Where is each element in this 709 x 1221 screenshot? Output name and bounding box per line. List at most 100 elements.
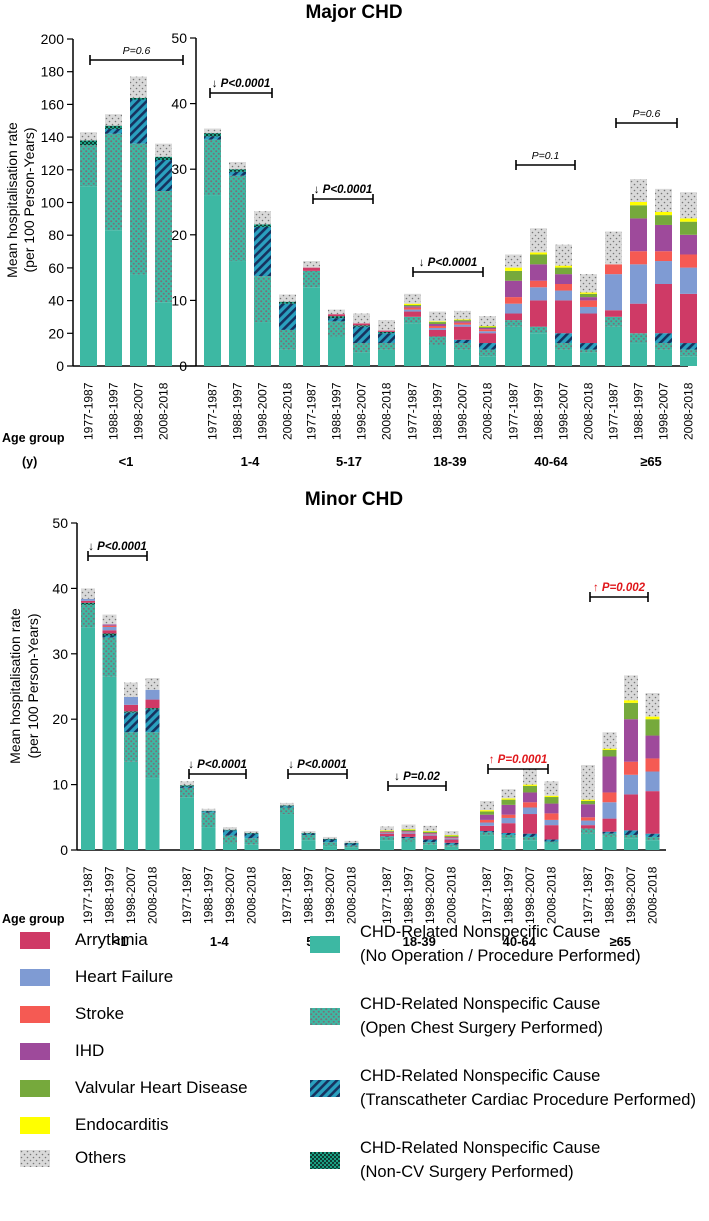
- minor-bar-3-1-heart_failure: [401, 832, 416, 834]
- minor-bar-5-1-open_chest: [602, 833, 617, 837]
- minor-bar-4-3-arrhythmia: [544, 825, 559, 840]
- major-bar-0-2-no_op: [130, 274, 147, 366]
- major-period-label: 1977-1987: [607, 382, 621, 440]
- minor-bar-1-2-no_op: [223, 843, 237, 850]
- minor-p-5-bracket: [487, 764, 549, 774]
- legend-noncv-line1: CHD-Related Nonspecific Cause: [360, 1139, 601, 1157]
- minor-y-tick-label: 40: [52, 580, 68, 596]
- major-bar-1-0-no_op: [204, 195, 221, 366]
- minor-bar-4-3-valvular: [544, 797, 559, 804]
- major-bar-5-3-heart_failure: [680, 267, 697, 294]
- legend-item-ihd: IHD: [20, 1041, 104, 1061]
- minor-bar-3-3-transcath: [444, 842, 459, 845]
- major-bar-4-1-ihd: [530, 264, 547, 281]
- minor-bar-2-3-transcath: [344, 843, 359, 846]
- major-y-tick-label-1: 200: [41, 31, 65, 47]
- minor-bar-0-3-no_op: [145, 778, 160, 850]
- legend-open-chest-line1: CHD-Related Nonspecific Cause: [360, 995, 601, 1013]
- major-period-label: 1977-1987: [406, 382, 420, 440]
- minor-y-axis-label-line2: (per 100 Person-Years): [25, 613, 41, 758]
- major-bar-3-2-open_chest: [454, 343, 471, 350]
- major-period-label: 1977-1987: [305, 382, 319, 440]
- minor-period-label: 2008-2018: [146, 866, 160, 924]
- major-bar-5-3-endocarditis: [680, 218, 697, 222]
- minor-bar-3-0-transcath: [380, 836, 394, 837]
- minor-bar-4-0-open_chest: [480, 832, 494, 836]
- major-bar-1-0-open_chest: [204, 139, 221, 196]
- major-period-label: 1977-1987: [206, 382, 220, 440]
- minor-bar-3-2-transcath: [423, 839, 437, 843]
- minor-bar-5-3-ihd: [645, 735, 660, 759]
- minor-bar-4-3-heart_failure: [544, 819, 559, 826]
- legend-transcath-line1: CHD-Related Nonspecific Cause: [360, 1067, 601, 1085]
- major-bar-4-0-endocarditis: [505, 267, 522, 271]
- minor-bar-0-0-noncv: [81, 602, 95, 605]
- major-bar-2-2-no_op: [353, 352, 370, 366]
- major-bar-2-3-noncv: [378, 331, 395, 334]
- major-bar-0-2-transcath: [130, 99, 147, 144]
- major-period-label: 1988-1997: [632, 382, 646, 440]
- minor-group-label: ≥65: [609, 934, 631, 949]
- minor-age-group-label: Age group: [2, 912, 65, 926]
- minor-p-3-label: ↓ P<0.0001: [288, 759, 347, 771]
- major-y-tick-label-1: 180: [41, 64, 65, 80]
- minor-bar-5-0-ihd: [581, 804, 595, 818]
- major-bar-4-2-ihd: [555, 274, 572, 284]
- minor-period-label: 2008-2018: [345, 866, 359, 924]
- minor-bar-3-0-endocarditis: [380, 830, 394, 832]
- minor-bar-3-3-stroke: [444, 837, 459, 839]
- minor-bar-5-2-open_chest: [624, 834, 638, 839]
- major-bar-1-3-others: [279, 294, 296, 302]
- minor-bar-4-2-no_op: [523, 840, 537, 850]
- minor-period-label: 1998-2007: [124, 866, 138, 924]
- legend-no-op-line2: (No Operation / Procedure Performed): [360, 947, 641, 965]
- major-bar-2-2-transcath: [353, 326, 370, 344]
- minor-bar-3-1-open_chest: [401, 838, 416, 842]
- minor-y-tick-label: 0: [60, 842, 68, 858]
- minor-bar-4-1-ihd: [501, 804, 516, 815]
- major-bar-5-0-stroke: [605, 264, 622, 275]
- major-bar-4-3-endocarditis: [580, 292, 597, 294]
- major-age-group-unit: (y): [22, 455, 37, 469]
- major-p-6-bracket: [615, 118, 678, 128]
- legend-item-noncv: CHD-Related Nonspecific Cause (Non-CV Su…: [310, 1136, 600, 1184]
- major-bar-0-3-transcath: [155, 159, 172, 192]
- minor-bar-4-3-others: [544, 781, 559, 796]
- minor-bar-1-2-open_chest: [223, 835, 237, 844]
- major-p-1-label: P=0.6: [123, 45, 151, 57]
- major-p-2-bracket: [209, 88, 273, 98]
- minor-bar-3-1-arrhythmia: [401, 833, 416, 837]
- legend-noncv-line2: (Non-CV Surgery Performed): [360, 1163, 574, 1181]
- major-bar-5-0-heart_failure: [605, 274, 622, 311]
- minor-bar-4-2-stroke: [523, 802, 537, 808]
- major-bar-2-3-no_op: [378, 349, 395, 366]
- major-period-label: 1977-1987: [82, 382, 96, 440]
- major-bar-3-3-arrhythmia: [479, 333, 496, 344]
- minor-bar-3-2-no_op: [423, 844, 437, 850]
- major-bar-3-3-valvular: [479, 326, 496, 328]
- major-bar-3-2-ihd: [454, 321, 471, 323]
- major-bar-4-3-ihd: [580, 297, 597, 301]
- heart-failure-swatch: [20, 968, 50, 986]
- major-bar-4-3-valvular: [580, 293, 597, 298]
- minor-bar-0-2-arrhythmia: [124, 704, 138, 712]
- minor-period-label: 1977-1987: [81, 866, 95, 924]
- major-bar-3-1-ihd: [429, 324, 446, 326]
- minor-bar-2-2-open_chest: [323, 842, 337, 847]
- major-bar-2-0-open_chest: [303, 270, 320, 288]
- minor-bar-3-2-others: [423, 825, 437, 832]
- minor-bar-3-1-endocarditis: [401, 829, 416, 830]
- major-bar-4-2-stroke: [555, 284, 572, 291]
- major-bar-2-3-others: [378, 320, 395, 331]
- major-bar-5-1-others: [630, 179, 647, 202]
- minor-bar-4-2-others: [523, 768, 537, 785]
- major-bar-2-3-open_chest: [378, 343, 395, 350]
- minor-bar-4-2-heart_failure: [523, 807, 537, 815]
- major-p-3-label: ↓ P<0.0001: [314, 184, 373, 196]
- minor-bar-4-0-transcath: [480, 831, 494, 833]
- major-bar-5-1-endocarditis: [630, 202, 647, 206]
- minor-bar-1-2-noncv: [223, 829, 237, 831]
- major-bar-2-2-open_chest: [353, 343, 370, 353]
- major-bar-4-3-arrhythmia: [580, 313, 597, 344]
